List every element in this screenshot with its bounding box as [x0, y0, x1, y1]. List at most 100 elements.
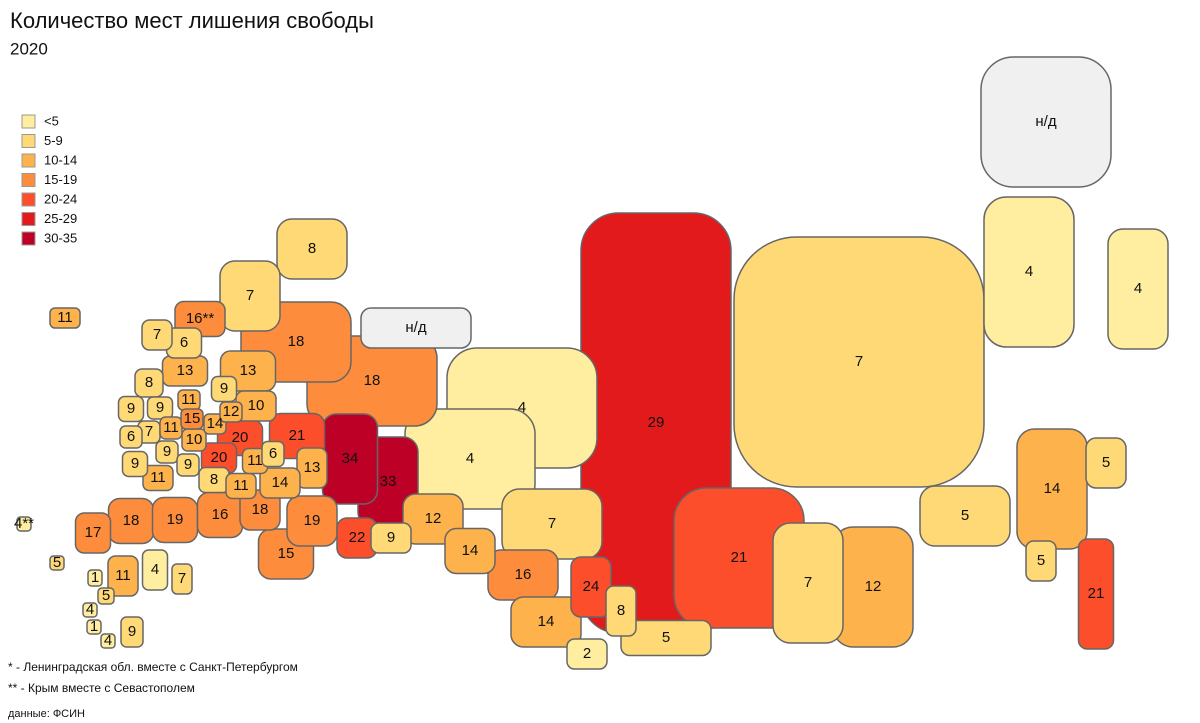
- region-label: 6: [127, 428, 135, 445]
- region-label: 11: [247, 452, 263, 469]
- region: [141, 319, 173, 351]
- region-label: 14: [1044, 480, 1061, 497]
- region: [97, 587, 115, 605]
- region: [219, 260, 281, 332]
- region-label: 11: [181, 391, 197, 408]
- region-label: 4: [86, 601, 94, 618]
- region-label: 14: [462, 542, 479, 559]
- region-label: 33: [380, 473, 397, 490]
- region-label: 7: [804, 574, 812, 591]
- region-label: 8: [145, 374, 153, 391]
- region: [276, 218, 348, 280]
- region-label: 9: [156, 399, 164, 416]
- region: [142, 464, 174, 492]
- region-label: 16**: [186, 310, 215, 327]
- region: [87, 569, 103, 587]
- footnote: * - Ленинградская обл. вместе с Санкт-Пе…: [8, 660, 298, 674]
- region: [296, 447, 328, 489]
- title: Количество мест лишения свободы: [10, 8, 374, 33]
- legend-swatch: [21, 114, 36, 129]
- region-label: 22: [349, 529, 366, 546]
- region: [1085, 437, 1127, 489]
- region: [1077, 538, 1115, 650]
- legend-label: 25-29: [44, 211, 77, 226]
- region-label: 9: [131, 455, 139, 472]
- legend-swatch: [21, 134, 36, 148]
- region-label: 10: [248, 397, 265, 414]
- region-label: 24: [583, 578, 600, 595]
- region: [605, 585, 637, 637]
- region: [49, 307, 81, 329]
- region: [82, 602, 98, 618]
- region: [370, 522, 412, 554]
- region-label: 11: [163, 419, 179, 436]
- region-label: 9: [128, 623, 136, 640]
- region-label: 9: [220, 380, 228, 397]
- region-label: 8: [210, 471, 218, 488]
- legend-label: 30-35: [44, 230, 77, 245]
- region-label: 14: [272, 474, 289, 491]
- region-label: 16: [515, 566, 532, 583]
- region-label: 5: [961, 507, 969, 524]
- region-label: 21: [731, 549, 748, 566]
- region-label: 12: [223, 403, 240, 420]
- region-label: 9: [387, 529, 395, 546]
- region-label: 2: [583, 645, 591, 662]
- region-label: 19: [304, 512, 321, 529]
- region: [180, 408, 204, 430]
- region-label: 5: [102, 587, 110, 604]
- region: [146, 396, 174, 420]
- region: [16, 516, 32, 532]
- region: [86, 619, 102, 635]
- region-label: 9: [127, 400, 135, 417]
- legend-label: 10-14: [44, 152, 77, 167]
- region-label: 18: [364, 372, 381, 389]
- region: [155, 440, 179, 464]
- region-label: 19: [167, 511, 184, 528]
- region: [919, 485, 1011, 547]
- region-label: н/д: [405, 319, 426, 336]
- region: [119, 425, 143, 449]
- region: [171, 563, 193, 595]
- region-label: 11: [150, 469, 166, 486]
- region-label: 13: [177, 362, 194, 379]
- region: [1025, 540, 1057, 582]
- region: [121, 450, 149, 478]
- region-label: 11: [57, 309, 73, 326]
- region-label: 4: [518, 399, 526, 416]
- region: [772, 522, 844, 644]
- region-label: 9: [184, 456, 192, 473]
- legend-swatch: [21, 153, 36, 168]
- region: [360, 307, 472, 349]
- region-label: 4: [1025, 263, 1033, 280]
- region: [733, 236, 985, 488]
- region-label: 18: [123, 512, 140, 529]
- region: [566, 638, 608, 670]
- region-label: 4**: [14, 515, 34, 532]
- region-label: 13: [304, 459, 321, 476]
- region: [444, 527, 496, 575]
- region-label: 21: [1088, 585, 1105, 602]
- region-label: 8: [308, 240, 316, 257]
- region-label: 14: [207, 415, 224, 432]
- subtitle: 2020: [10, 39, 48, 58]
- region-label: 15: [184, 410, 201, 427]
- region-label: 5: [662, 629, 670, 646]
- legend-swatch: [21, 231, 36, 246]
- region-label: 21: [289, 427, 306, 444]
- region: [259, 467, 301, 499]
- region-label: 7: [548, 515, 556, 532]
- region-label: 12: [865, 578, 882, 595]
- region-label: 34: [342, 450, 359, 467]
- region: [117, 395, 145, 423]
- region-label: 1: [90, 618, 98, 635]
- regions: [16, 56, 1169, 670]
- region: [620, 619, 712, 657]
- region-label: 9: [163, 443, 171, 460]
- region: [1107, 228, 1169, 350]
- legend-label: <5: [44, 113, 59, 128]
- region: [286, 495, 338, 547]
- region-label: 17: [85, 524, 102, 541]
- region: [141, 549, 169, 591]
- region-label: 10: [186, 431, 203, 448]
